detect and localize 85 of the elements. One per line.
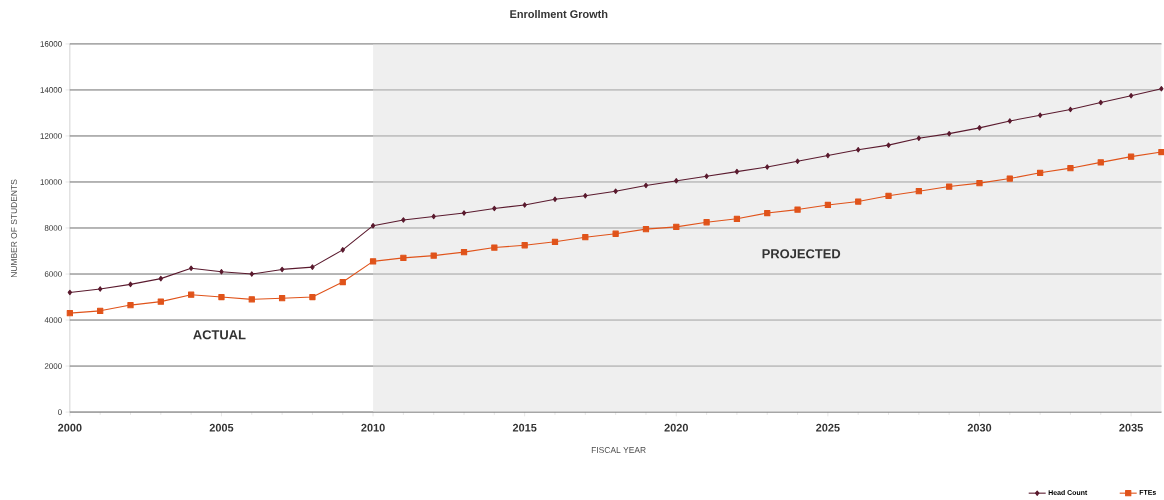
point [127, 301, 134, 309]
point [886, 142, 891, 148]
x-tick-label: 2020 [664, 423, 688, 432]
point [582, 233, 589, 241]
point [401, 216, 406, 223]
point [430, 252, 437, 259]
x-tick-label: 2005 [209, 423, 234, 432]
point [733, 215, 741, 222]
point [1128, 92, 1134, 99]
point [1068, 106, 1073, 113]
point [128, 281, 133, 287]
y-axis-title: NUMBER OF STUDENTS [10, 179, 17, 277]
point [734, 168, 740, 175]
point [703, 218, 710, 226]
point [1006, 175, 1013, 182]
point [461, 210, 467, 216]
chart-title: Enrollment Growth [510, 9, 608, 18]
point [1037, 112, 1043, 118]
point [885, 192, 892, 199]
x-tick-label: 2015 [512, 423, 537, 432]
point [249, 271, 254, 277]
point [187, 291, 195, 298]
point [976, 179, 983, 187]
point [369, 258, 377, 265]
point [97, 286, 103, 292]
point [219, 268, 224, 275]
x-tick-label: 2010 [361, 423, 385, 432]
point [977, 124, 982, 131]
point [673, 223, 680, 230]
point [460, 248, 468, 256]
point [1036, 169, 1044, 176]
point [67, 289, 73, 295]
point [916, 135, 922, 141]
point [946, 183, 953, 190]
point [583, 192, 588, 199]
point [1127, 153, 1135, 160]
point [643, 182, 649, 188]
point [66, 309, 73, 317]
point [856, 146, 861, 153]
point [855, 198, 862, 205]
point [795, 158, 800, 164]
point [400, 254, 407, 261]
point [278, 294, 286, 302]
point [340, 246, 345, 253]
point [1097, 159, 1104, 166]
x-tick-label: 2035 [1119, 423, 1143, 432]
x-axis-title: FISCAL YEAR [591, 446, 646, 453]
point [522, 202, 527, 208]
point [674, 177, 679, 184]
point [339, 278, 346, 286]
point [551, 238, 559, 245]
point [491, 244, 498, 251]
point [521, 241, 528, 249]
point [946, 130, 952, 137]
point [1067, 164, 1074, 172]
point [431, 213, 436, 220]
point [309, 293, 316, 300]
point [612, 230, 619, 237]
point [279, 266, 285, 272]
point [248, 295, 255, 303]
point [158, 275, 164, 282]
point [492, 205, 497, 211]
annotation: ACTUAL [193, 329, 246, 340]
point [915, 187, 922, 195]
point [764, 209, 771, 216]
x-tick-label: 2025 [816, 423, 840, 432]
point [310, 264, 315, 270]
point [188, 265, 194, 271]
point [825, 152, 831, 159]
point [157, 298, 164, 305]
point [552, 196, 558, 202]
point [824, 201, 832, 208]
point [218, 293, 225, 300]
point [642, 225, 650, 233]
point [704, 173, 709, 179]
point [613, 188, 618, 194]
point [1098, 99, 1103, 106]
point [370, 222, 376, 229]
point [794, 206, 801, 213]
point [97, 307, 104, 314]
x-tick-label: 2000 [58, 423, 82, 432]
point [765, 164, 770, 170]
x-tick-label: 2030 [967, 423, 992, 432]
annotation: PROJECTED [762, 248, 841, 259]
point [1007, 118, 1012, 124]
